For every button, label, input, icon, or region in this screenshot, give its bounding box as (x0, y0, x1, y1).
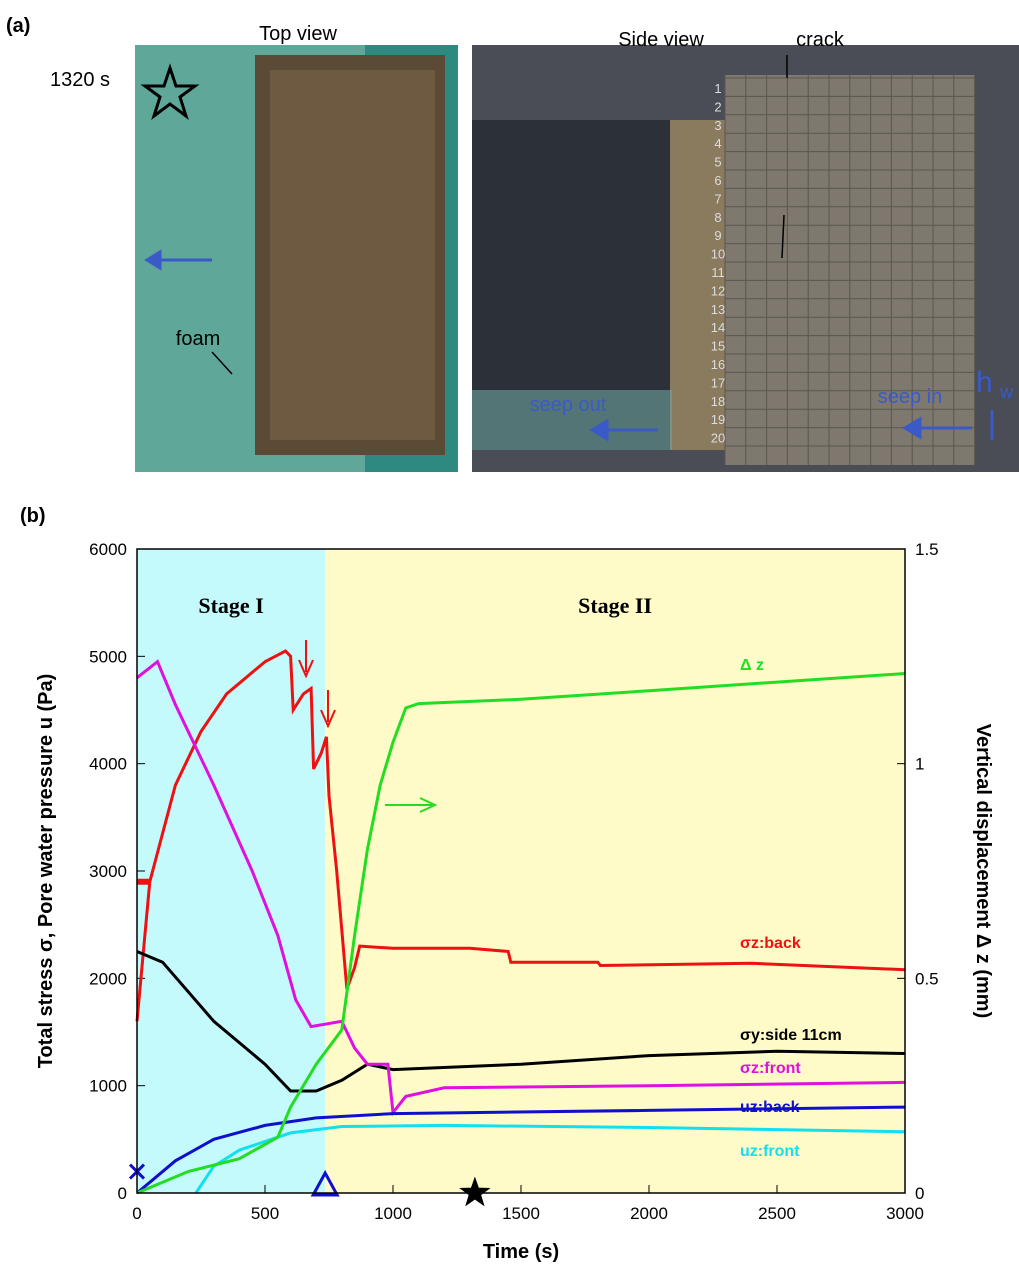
stage-label: Stage II (578, 593, 652, 618)
y-tick-label: 1000 (89, 1077, 127, 1096)
ruler-label: 4 (714, 136, 721, 151)
y-axis-label: Total stress σ, Pore water pressure u (P… (35, 674, 57, 1069)
y2-axis-label: Vertical displacement Δ z (mm) (972, 724, 994, 1018)
series-line (136, 950, 906, 1093)
y-tick-label: 4000 (89, 755, 127, 774)
arrows (144, 249, 994, 442)
photo-grid (724, 75, 976, 465)
soil (270, 70, 435, 440)
marker (459, 1176, 491, 1207)
seep-out-label: seep out (530, 394, 607, 416)
hw-sub: w (999, 382, 1014, 402)
panel-label: (a) (6, 15, 30, 37)
series-label: uz:back (740, 1099, 800, 1116)
ruler-label: 15 (711, 339, 725, 354)
x-tick-label: 3000 (886, 1204, 924, 1223)
caption: Top view (259, 23, 337, 45)
ruler-label: 11 (711, 265, 725, 280)
series-line (136, 672, 906, 1195)
y-tick-label: 3000 (89, 862, 127, 881)
y2-tick-label: 1.5 (915, 540, 939, 559)
y-tick-label: 5000 (89, 647, 127, 666)
ruler-label: 3 (714, 118, 721, 133)
ruler-label: 5 (714, 155, 721, 170)
y-tick-label: 0 (118, 1184, 127, 1203)
crack-label: crack (796, 29, 845, 51)
panel-a: (a) Top view Side view crack 1320 s foam… (6, 15, 1019, 472)
caption: Side view (618, 29, 704, 51)
arrow (298, 640, 314, 679)
arrow (320, 690, 336, 729)
series-label: σz:back (740, 935, 801, 952)
panel-label: (b) (20, 505, 46, 527)
ruler-label: 20 (711, 431, 725, 446)
ruler-label: 17 (711, 375, 725, 390)
seep-water (472, 390, 672, 450)
ruler-label: 2 (714, 99, 721, 114)
ruler-label: 6 (714, 173, 721, 188)
stage-background (137, 549, 326, 1193)
stage-label: Stage I (198, 593, 263, 618)
x-tick-label: 0 (132, 1204, 141, 1223)
series-line (136, 1105, 906, 1195)
y2-tick-label: 0.5 (915, 969, 939, 988)
ruler-label: 19 (711, 412, 725, 427)
ruler-label: 16 (711, 357, 725, 372)
time-label: 1320 s (50, 69, 110, 91)
series-label: σy:side 11cm (740, 1027, 842, 1044)
seep-in-label: seep in (878, 386, 943, 408)
marker (310, 1169, 340, 1197)
ruler-label: 9 (714, 228, 721, 243)
sand-face (670, 120, 730, 450)
ruler-label: 14 (711, 320, 725, 335)
ruler-label: 18 (711, 394, 725, 409)
ruler-label: 1 (714, 81, 721, 96)
hw-label: h (976, 366, 993, 399)
arrow (385, 797, 438, 813)
x-tick-label: 2000 (630, 1204, 668, 1223)
ruler-label: 13 (711, 302, 725, 317)
series-label: Δ z (740, 657, 764, 674)
black-arrows (211, 55, 788, 375)
ruler-label: 12 (711, 283, 725, 298)
ruler-label: 10 (711, 247, 725, 262)
x-tick-label: 1000 (374, 1204, 412, 1223)
y-tick-label: 2000 (89, 969, 127, 988)
x-tick-label: 1500 (502, 1204, 540, 1223)
plot-frame (136, 548, 906, 1194)
ruler-label: 8 (714, 210, 721, 225)
series-line (135, 649, 906, 1022)
star-icon (140, 63, 200, 121)
x-tick-label: 500 (251, 1204, 279, 1223)
x-tick-label: 2500 (758, 1204, 796, 1223)
y2-tick-label: 1 (915, 755, 924, 774)
y-tick-label: 6000 (89, 540, 127, 559)
panel-b: (b) Stage I Stage II 0 500 1000 1500 2000 2500 3… (20, 505, 994, 1263)
y2-tick-label: 0 (915, 1184, 924, 1203)
x-axis-label: Time (s) (483, 1241, 559, 1263)
series-label: σz:front (740, 1060, 801, 1077)
ruler-label: 7 (714, 191, 721, 206)
foam-label: foam (176, 328, 220, 350)
series-label: uz:front (740, 1143, 800, 1160)
